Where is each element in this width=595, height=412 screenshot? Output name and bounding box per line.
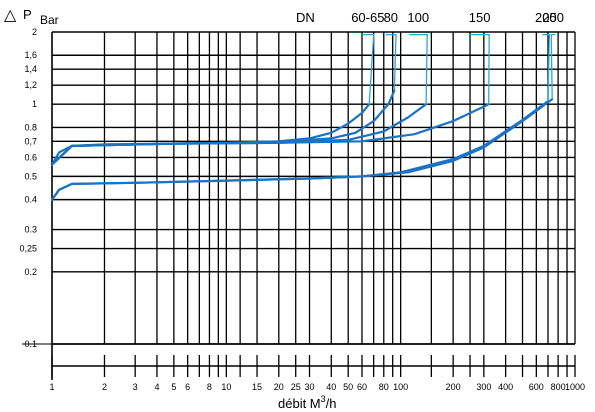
x-tick-labels: 1 2 3 4 5 6 8 10 15 20 25 30 40 50 60 80 100 200 300 400 600… [49, 382, 585, 392]
y-tick-label: 0,7 [24, 136, 37, 146]
y-axis-unit: Bar [40, 13, 59, 27]
legend-label-60-65: 60-65 [351, 10, 384, 25]
series-line-100 [50, 103, 428, 166]
x-tick-label: 25 [291, 382, 301, 392]
y-tick-label: 0.6 [24, 152, 37, 162]
y-tick-label: 0.4 [24, 195, 37, 205]
y-tick-label: 0.3 [24, 225, 37, 235]
x-axis-label-main: débit M [278, 396, 321, 411]
legend-label-80: 80 [384, 10, 398, 25]
x-tick-label: 2 [102, 382, 107, 392]
y-tick-label: 0.8 [24, 122, 37, 132]
x-tick-label: 6 [185, 382, 190, 392]
y-tick-label: 0.5 [24, 171, 37, 181]
y-tick-label: 2 [32, 27, 37, 37]
callout-line-200 [542, 33, 550, 102]
x-tick-label: 15 [252, 382, 262, 392]
y-tick-label: 1 [32, 99, 37, 109]
series-line-200 [50, 100, 550, 201]
legend-label-200: 200 [535, 10, 557, 25]
grid [22, 31, 576, 380]
legend-label-150: 150 [469, 10, 491, 25]
x-tick-label: 8 [207, 382, 212, 392]
y-tick-label: 0.1 [24, 339, 37, 349]
x-tick-label: 3 [133, 382, 138, 392]
callout-line-60-65 [362, 33, 375, 105]
x-tick-label: 40 [326, 382, 336, 392]
y-axis-delta-symbol: △ [4, 7, 17, 24]
y-tick-label: 1,2 [24, 80, 37, 90]
x-axis-label-unit: /h [326, 396, 337, 411]
x-tick-label: 50 [343, 382, 353, 392]
y-tick-label: 0.2 [24, 267, 37, 277]
dn-callouts [362, 33, 556, 105]
y-tick-labels: 2 1,6 1,4 1,2 1 0.8 0,7 0.6 0.5 0.4 0.3 0,25 0.2 0.1 [19, 27, 37, 349]
y-tick-label: 1,4 [24, 64, 37, 74]
y-tick-label: 1,6 [24, 50, 37, 60]
x-tick-label: 1 [49, 382, 54, 392]
series-line-150 [50, 103, 490, 166]
callout-line-150 [470, 33, 490, 105]
curves [50, 89, 554, 201]
x-axis-label: débit M3/h [278, 394, 337, 411]
callout-line-250 [550, 33, 556, 100]
x-tick-label: 5 [171, 382, 176, 392]
callout-line-80 [385, 33, 397, 91]
x-tick-label: 4 [154, 382, 159, 392]
series-line-250 [50, 98, 554, 201]
x-tick-label: 10 [221, 382, 231, 392]
legend-label-100: 100 [407, 10, 429, 25]
x-tick-label: 600 [529, 382, 544, 392]
callout-line-100 [409, 33, 428, 105]
x-tick-label: 200 [446, 382, 461, 392]
x-tick-label: 20 [274, 382, 284, 392]
x-tick-label: 300 [476, 382, 491, 392]
series-line-60-65 [50, 103, 371, 166]
y-tick-label: 0,25 [19, 244, 37, 254]
x-tick-label: 30 [305, 382, 315, 392]
y-axis-label: P [23, 7, 32, 22]
x-tick-label: 1000 [565, 382, 585, 392]
x-tick-label: 400 [498, 382, 513, 392]
x-tick-label: 800 [551, 382, 566, 392]
legend-label-250: 250 [542, 10, 564, 25]
x-axis-label-sup: 3 [321, 394, 326, 404]
legend-title: DN [296, 10, 315, 25]
x-tick-label: 80 [379, 382, 389, 392]
x-tick-label: 100 [393, 382, 408, 392]
x-tick-label: 60 [357, 382, 367, 392]
